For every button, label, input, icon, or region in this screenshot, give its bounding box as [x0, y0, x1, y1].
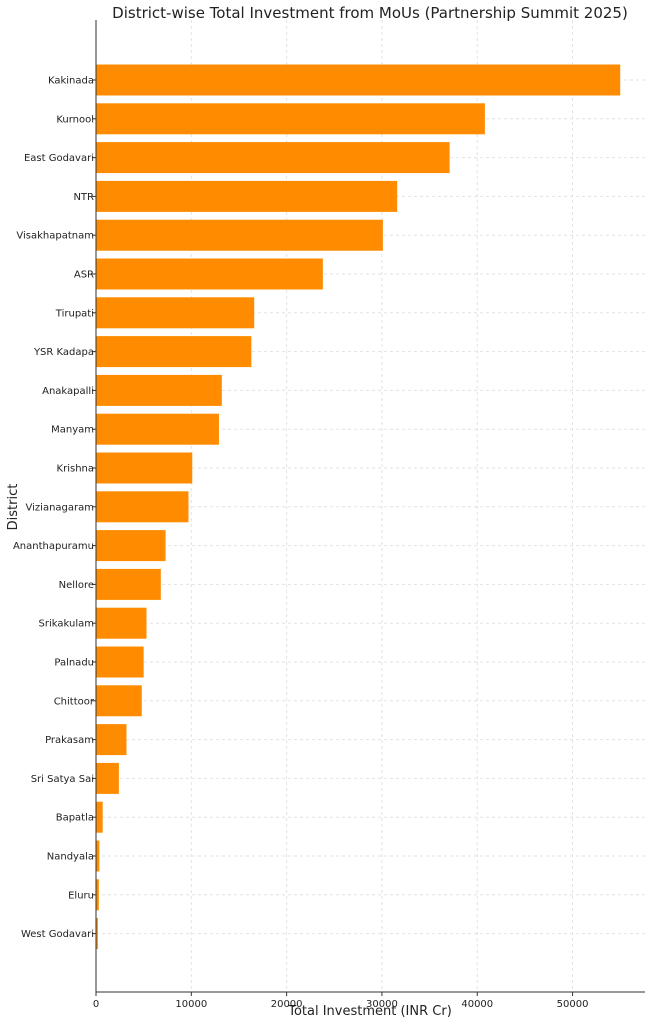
y-tick-label: Bapatla [56, 813, 94, 824]
y-tick-label: West Godavari [21, 929, 94, 940]
y-tick-label: Tirupati [55, 308, 94, 319]
x-tick-label: 40000 [461, 999, 493, 1010]
bar-eluru [96, 879, 99, 911]
y-tick-label: Srikakulam [39, 619, 94, 630]
x-axis-ticks: 0 10000 20000 30000 40000 50000 [93, 992, 589, 1010]
y-tick-label: YSR Kadapa [33, 347, 94, 358]
y-axis-labels: Kakinada Kurnool East Godavari NTR Visakhapa… [13, 76, 96, 940]
y-tick-label: NTR [73, 192, 94, 203]
y-tick-label: Nellore [59, 580, 94, 591]
y-tick-label: Ananthapuramu [13, 541, 94, 552]
y-tick-label: ASR [74, 270, 94, 281]
y-axis-label: District [6, 484, 21, 531]
bar-sri-satya-sai [96, 762, 119, 794]
y-tick-label: Kakinada [48, 76, 94, 87]
bar-visakhapatnam [96, 219, 383, 251]
bar-vizianagaram [96, 491, 189, 523]
bars [96, 64, 621, 950]
y-tick-label: Anakapalli [42, 386, 94, 397]
bar-srikakulam [96, 607, 147, 639]
bar-chittoor [96, 685, 142, 717]
y-tick-label: Eluru [68, 890, 94, 901]
x-tick-label: 50000 [557, 999, 589, 1010]
y-tick-label: Sri Satya Sai [31, 774, 94, 785]
bar-bapatla [96, 801, 103, 833]
y-tick-label: Visakhapatnam [16, 231, 94, 242]
bar-asr [96, 258, 323, 290]
bar-nandyala [96, 840, 100, 872]
bar-kakinada [96, 64, 621, 96]
bar-nellore [96, 568, 161, 600]
bar-anakapalli [96, 374, 222, 406]
x-axis-label: Total Investment (INR Cr) [287, 1004, 452, 1019]
y-tick-label: Prakasam [45, 735, 94, 746]
bar-ananthapuramu [96, 530, 166, 562]
bar-palnadu [96, 646, 144, 678]
x-tick-label: 20000 [271, 999, 303, 1010]
y-tick-label: Nandyala [47, 852, 94, 863]
bar-prakasam [96, 724, 127, 756]
y-tick-label: Vizianagaram [26, 502, 94, 513]
y-tick-label: Kurnool [56, 114, 94, 125]
y-tick-label: Palnadu [54, 658, 94, 669]
bar-kurnool [96, 103, 485, 135]
bar-manyam [96, 413, 219, 445]
y-tick-label: East Godavari [24, 153, 94, 164]
y-tick-label: Manyam [51, 425, 94, 436]
x-tick-label: 10000 [175, 999, 207, 1010]
bar-krishna [96, 452, 193, 484]
y-tick-label: Chittoor [54, 696, 95, 707]
bar-west-godavari [96, 918, 98, 950]
bar-ysr-kadapa [96, 336, 252, 368]
chart-title: District-wise Total Investment from MoUs… [112, 4, 628, 22]
bar-ntr [96, 180, 398, 212]
y-tick-label: Krishna [57, 464, 94, 475]
bar-east-godavari [96, 142, 450, 174]
bar-tirupati [96, 297, 255, 329]
x-tick-label: 30000 [366, 999, 398, 1010]
x-tick-label: 0 [93, 999, 99, 1010]
